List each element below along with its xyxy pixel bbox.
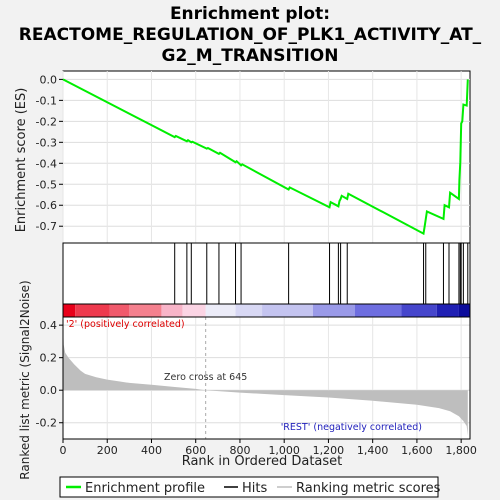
legend-enrichment-profile: Enrichment profile [85, 481, 205, 496]
negative-correlation-label: 'REST' (negatively correlated) [281, 422, 422, 433]
title-line-3: G2_M_TRANSITION [162, 46, 339, 66]
x-tick-label: 600 [185, 444, 206, 457]
enrichment-profile-line [62, 78, 469, 236]
heat-band-segment [161, 304, 183, 317]
title-line-2: REACTOME_REGULATION_OF_PLK1_ACTIVITY_AT_ [19, 25, 482, 45]
x-tick-label: 200 [97, 444, 118, 457]
heat-band-segment [262, 304, 313, 317]
heat-band-segment [205, 304, 236, 317]
x-tick-label: 800 [229, 444, 250, 457]
hits-panel [62, 242, 471, 305]
x-tick-label: 1,600 [401, 444, 433, 457]
heat-band-segment [235, 304, 263, 317]
x-tick-label: 1,400 [357, 444, 389, 457]
es-y-tick-label: -0.4 [36, 157, 57, 170]
legend-hits: Hits [242, 481, 267, 496]
positive-correlation-label: '2' (positively correlated) [66, 319, 185, 330]
heat-band-segment [63, 304, 76, 317]
x-tick-label: 400 [141, 444, 162, 457]
es-y-tick-label: -0.6 [36, 199, 57, 212]
x-tick-label: 0 [60, 444, 67, 457]
heat-band-segment [182, 304, 206, 317]
es-y-tick-label: -0.1 [36, 94, 57, 107]
x-tick-label: 1,200 [313, 444, 345, 457]
es-y-tick-label: -0.2 [36, 115, 57, 128]
heat-band-segment [75, 304, 110, 317]
metric-panel-frame [62, 316, 471, 440]
es-y-tick-label: -0.5 [36, 178, 57, 191]
es-y-tick-label: 0.0 [40, 73, 58, 86]
es-y-tick-label: -0.3 [36, 136, 57, 149]
metric-y-tick-label: -0.2 [36, 417, 57, 430]
heat-band-segment [401, 304, 437, 317]
legend-box [59, 476, 439, 498]
title-line-1: Enrichment plot: [170, 4, 330, 24]
heat-band-segment [109, 304, 130, 317]
heat-band-segment [354, 304, 402, 317]
heat-band-segment [458, 304, 470, 317]
metric-y-tick-label: 0.0 [40, 384, 58, 397]
es-y-axis-label: Enrichment score (ES) [14, 88, 29, 233]
es-y-tick-label: -0.7 [36, 220, 57, 233]
metric-panel [62, 316, 471, 440]
zero-cross-label: Zero cross at 645 [164, 372, 247, 383]
metric-y-tick-label: 0.2 [40, 352, 58, 365]
metric-y-axis-label: Ranked list metric (Signal2Noise) [18, 280, 32, 479]
metric-y-tick-label: 0.4 [40, 319, 58, 332]
x-tick-label: 1,800 [445, 444, 477, 457]
x-tick-label: 1,000 [268, 444, 300, 457]
heat-band-segment [436, 304, 459, 317]
heat-band-segment [312, 304, 355, 317]
legend-ranking-metric: Ranking metric scores [296, 481, 441, 496]
heat-band-segment [129, 304, 162, 317]
es-panel [62, 70, 471, 244]
x-axis-label: Rank in Ordered Dataset [182, 454, 343, 469]
